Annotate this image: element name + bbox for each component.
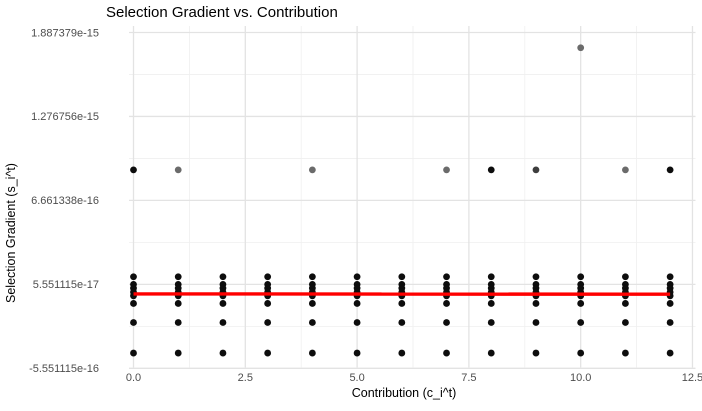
data-point — [174, 166, 182, 174]
data-point — [532, 319, 540, 326]
data-point — [353, 300, 361, 307]
data-point — [308, 349, 316, 357]
data-point — [666, 273, 674, 281]
data-point — [622, 166, 629, 174]
data-point — [577, 319, 585, 326]
data-point — [487, 273, 495, 281]
data-point — [577, 349, 585, 357]
data-point — [264, 273, 272, 281]
data-point — [219, 300, 227, 307]
x-axis-title: Contribution (c_i^t) — [351, 386, 457, 400]
data-point — [577, 300, 585, 307]
y-tick-label: 5.551115e-17 — [33, 279, 99, 291]
data-point — [443, 166, 450, 174]
data-point — [219, 273, 227, 281]
data-point — [443, 319, 450, 326]
data-point — [398, 319, 406, 326]
data-point — [532, 166, 540, 174]
data-point — [130, 300, 137, 307]
y-tick-label: 1.276756e-15 — [31, 111, 99, 123]
data-point — [487, 166, 495, 174]
data-point — [532, 273, 540, 281]
data-point — [577, 44, 585, 52]
data-point — [130, 349, 137, 357]
data-point — [398, 300, 406, 307]
data-point — [487, 300, 495, 307]
chart-title: Selection Gradient vs. Contribution — [106, 4, 338, 21]
data-point — [487, 349, 495, 357]
data-point — [443, 349, 450, 357]
data-point — [130, 273, 137, 281]
data-point — [577, 273, 585, 281]
x-tick-label: 12.5 — [682, 372, 702, 384]
data-point — [487, 319, 495, 326]
data-point — [219, 319, 227, 326]
y-tick-label: 1.887379e-15 — [31, 27, 99, 39]
data-point — [308, 319, 316, 326]
x-tick-label: 7.5 — [461, 372, 476, 384]
data-point — [666, 349, 674, 357]
data-point — [622, 300, 629, 307]
data-point — [130, 166, 137, 174]
data-point — [353, 273, 361, 281]
data-point — [308, 300, 316, 307]
data-point — [622, 273, 629, 281]
x-tick-label: 2.5 — [238, 372, 253, 384]
data-point — [264, 300, 272, 307]
data-point — [264, 319, 272, 326]
x-tick-label: 0.0 — [126, 372, 141, 384]
data-point — [532, 300, 540, 307]
data-point — [666, 300, 674, 307]
data-point — [398, 273, 406, 281]
data-point — [398, 349, 406, 357]
data-point — [666, 319, 674, 326]
x-tick-label: 5.0 — [349, 372, 364, 384]
data-point — [353, 349, 361, 357]
data-point — [443, 300, 450, 307]
data-point — [622, 319, 629, 326]
y-tick-label: 6.661338e-16 — [31, 195, 99, 207]
data-point — [264, 349, 272, 357]
data-point — [308, 273, 316, 281]
data-point — [666, 166, 674, 174]
data-point — [174, 349, 182, 357]
data-point — [532, 349, 540, 357]
data-point — [130, 319, 137, 326]
data-point — [443, 273, 450, 281]
data-point — [622, 349, 629, 357]
data-point — [174, 273, 182, 281]
y-tick-label: -5.551115e-16 — [29, 363, 99, 375]
data-point — [174, 300, 182, 307]
data-point — [308, 166, 316, 174]
data-point — [219, 349, 227, 357]
x-tick-label: 10.0 — [570, 372, 591, 384]
data-point — [353, 319, 361, 326]
data-point — [174, 319, 182, 326]
